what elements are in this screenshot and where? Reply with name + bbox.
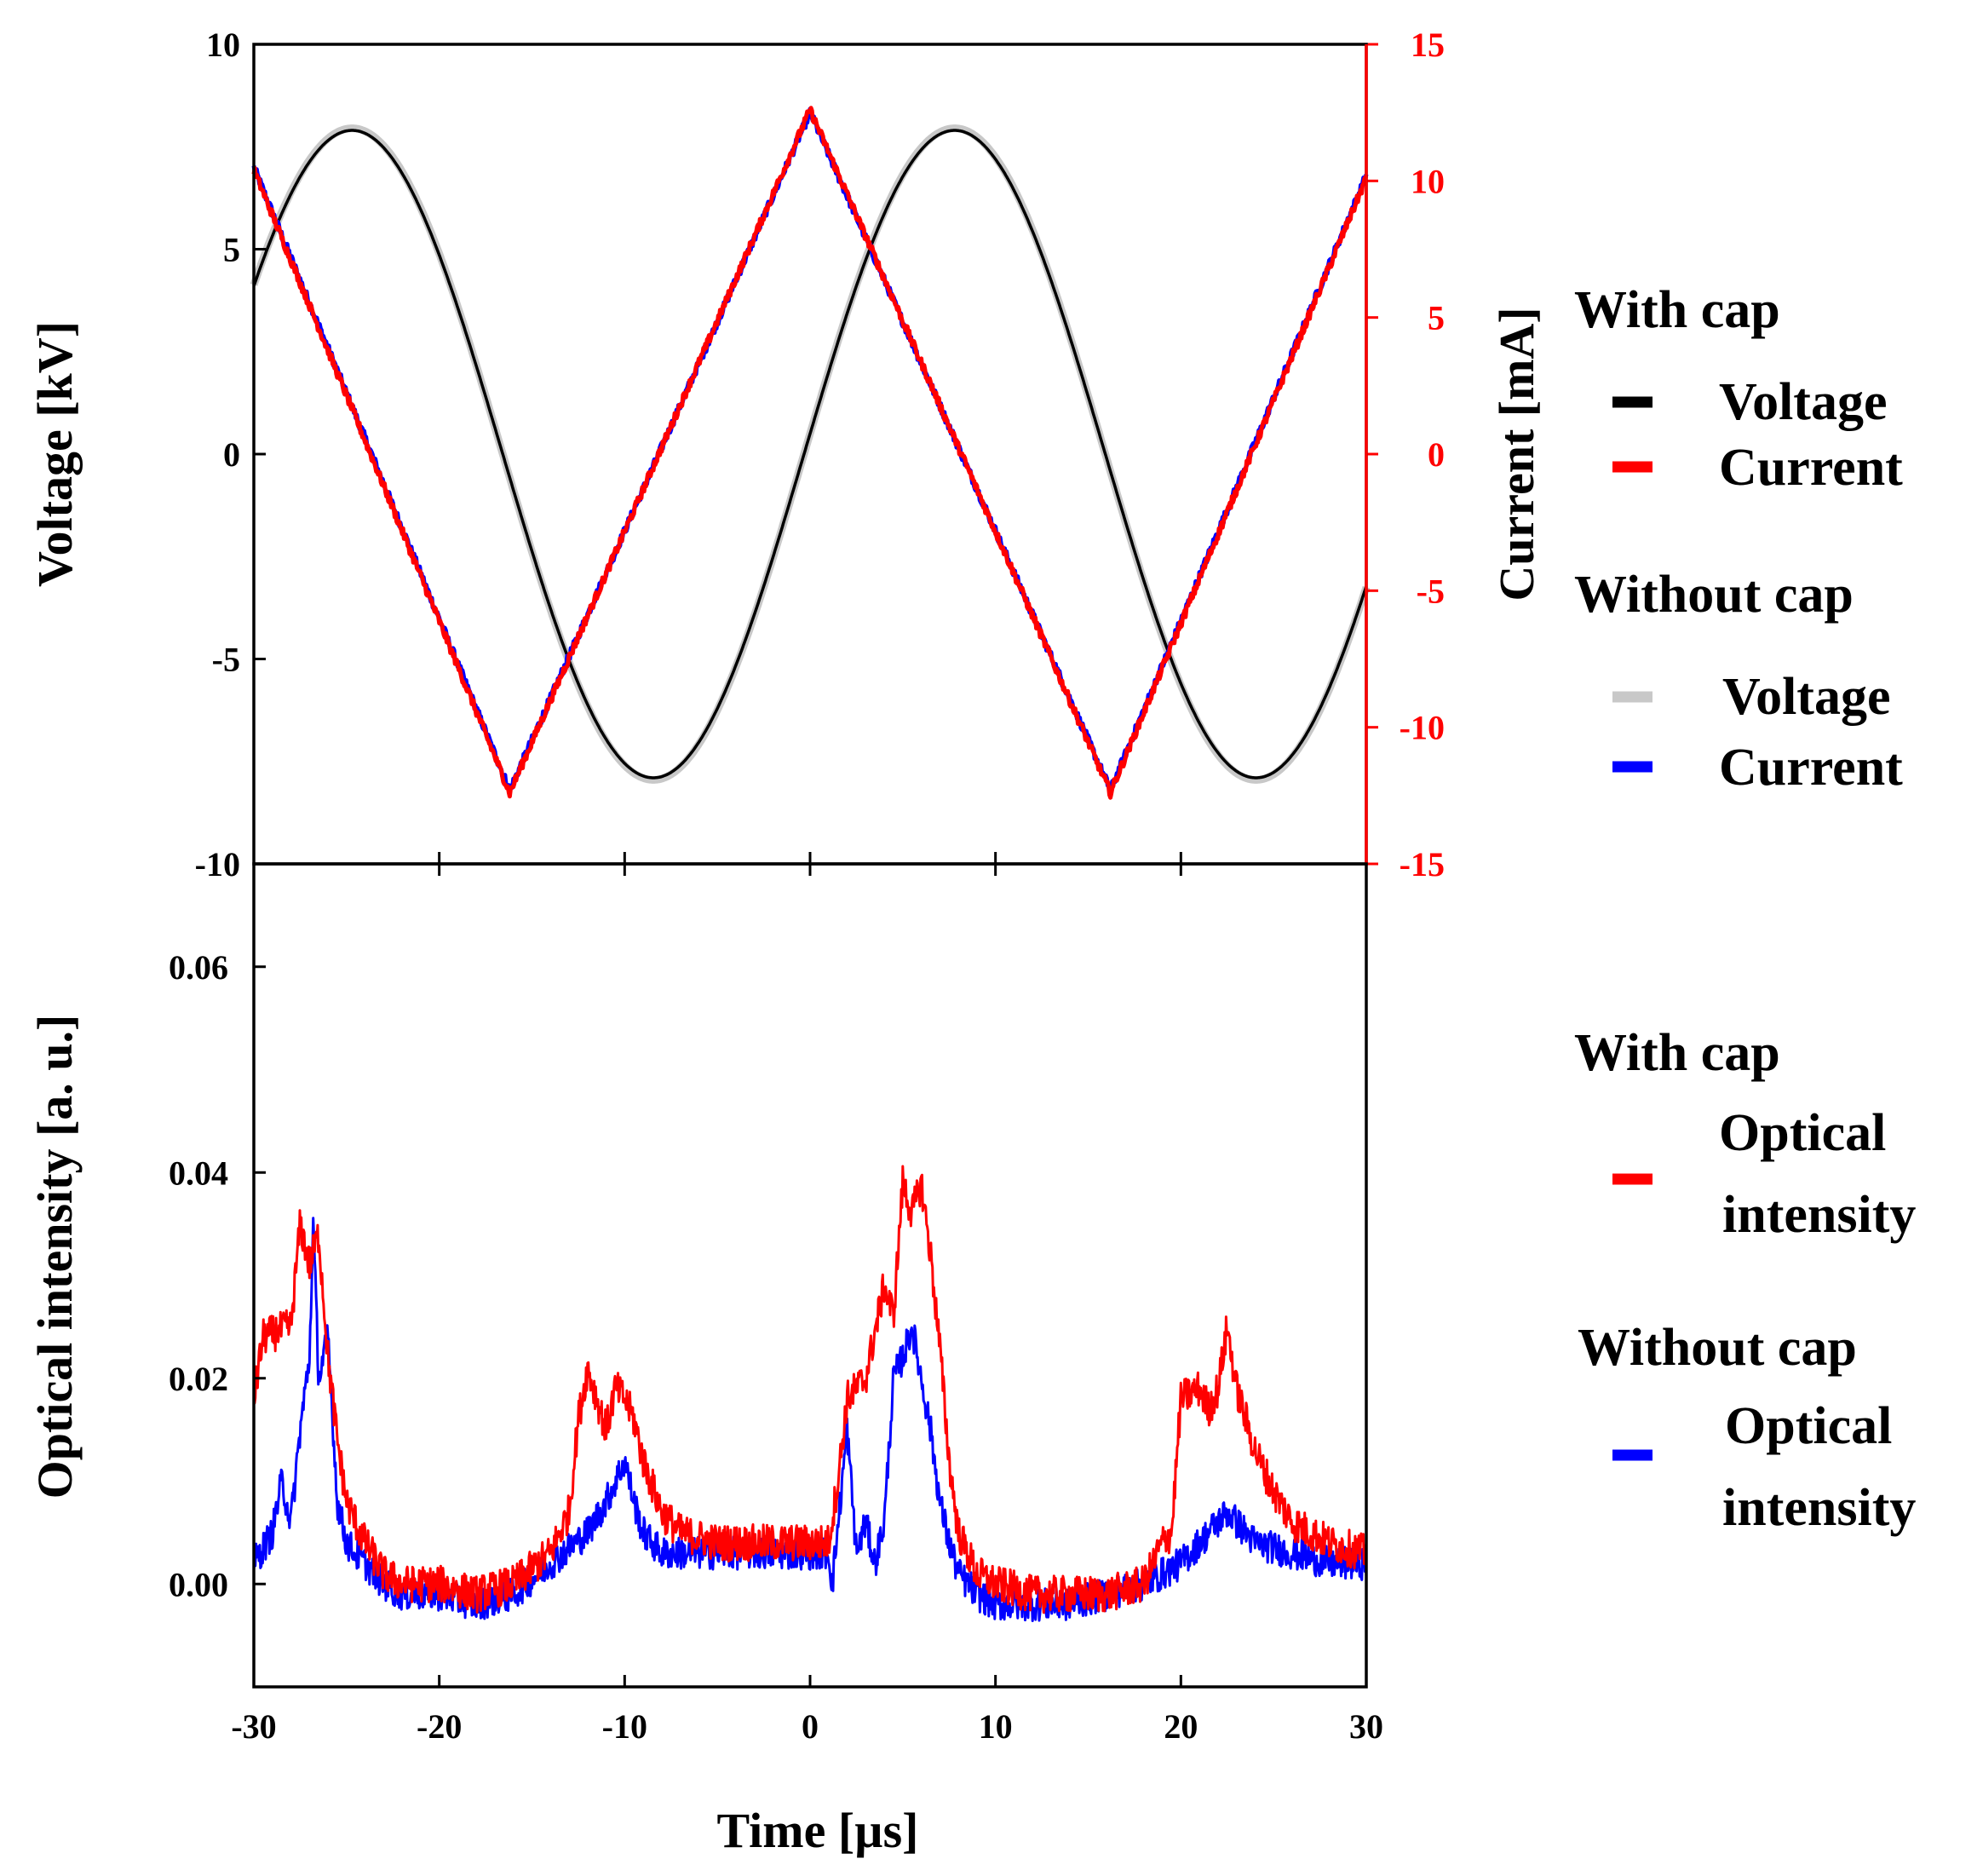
current-tick-label: -15 xyxy=(1400,845,1445,883)
legend-label-optical-with-cap-line2: intensity xyxy=(1722,1186,1916,1244)
time-tick-label: 30 xyxy=(1349,1707,1383,1746)
time-tick-label: 0 xyxy=(802,1707,819,1746)
time-axis-title: Time [µs] xyxy=(717,1803,919,1858)
voltage-tick-label: 5 xyxy=(223,231,240,269)
intensity-tick-label: 0.02 xyxy=(169,1360,228,1398)
top-legend: With cap Voltage Current Without cap Vol… xyxy=(1574,281,1903,797)
current-tick-label: 15 xyxy=(1411,26,1445,64)
time-tick-label: -20 xyxy=(417,1707,462,1746)
legend-group-without-cap-bottom: Without cap xyxy=(1578,1319,1857,1377)
legend-label-current-with-cap: Current xyxy=(1719,439,1903,497)
current-tick-label: 10 xyxy=(1411,162,1445,200)
legend-label-voltage-without-cap: Voltage xyxy=(1722,668,1890,726)
legend-group-with-cap-bottom: With cap xyxy=(1574,1024,1780,1082)
legend-label-optical-without-cap-line2: intensity xyxy=(1722,1479,1916,1537)
legend-label-optical-with-cap-line1: Optical xyxy=(1719,1104,1886,1162)
time-tick-label: -30 xyxy=(231,1707,276,1746)
voltage-tick-label: 10 xyxy=(206,26,240,64)
optical-intensity-axis-title: Optical intensity [a. u.] xyxy=(27,1015,83,1499)
current-tick-label: 0 xyxy=(1428,435,1445,474)
bottom-legend: With cap Optical intensity Without cap O… xyxy=(1574,1024,1916,1537)
intensity-tick-label: 0.04 xyxy=(169,1154,228,1192)
bottom-panel: 0.00 0.02 0.04 0.06 -30 -20 -10 0 10 20 30 xyxy=(169,948,1383,1746)
current-tick-label: -10 xyxy=(1400,709,1445,747)
bottom-series-optical-intensity-with-cap xyxy=(252,1165,1368,1614)
bottom-ticks-group: 0.00 0.02 0.04 0.06 -30 -20 -10 0 10 20 30 xyxy=(169,948,1383,1746)
top-series-current-with-cap xyxy=(251,106,1369,800)
voltage-axis-title: Voltage [kV] xyxy=(27,321,83,587)
top-ticks-group: -10 -5 0 5 10 -15 -10 -5 0 5 10 15 xyxy=(195,26,1445,883)
top-series-group xyxy=(250,106,1371,800)
current-tick-label: -5 xyxy=(1417,572,1445,610)
time-tick-label: -10 xyxy=(602,1707,647,1746)
legend-label-current-without-cap: Current xyxy=(1719,739,1903,797)
time-tick-label: 10 xyxy=(979,1707,1013,1746)
bottom-plot-frame xyxy=(252,862,1368,1689)
legend-group-without-cap-top: Without cap xyxy=(1574,566,1854,624)
legend-group-with-cap-top: With cap xyxy=(1574,281,1780,339)
bottom-series-optical-intensity-without-cap xyxy=(252,1217,1368,1622)
intensity-tick-label: 0.06 xyxy=(169,948,228,987)
intensity-tick-label: 0.00 xyxy=(169,1565,228,1603)
voltage-tick-label: -10 xyxy=(195,845,240,883)
voltage-tick-label: 0 xyxy=(223,435,240,474)
legend-label-optical-without-cap-line1: Optical xyxy=(1725,1397,1892,1455)
current-tick-label: 5 xyxy=(1428,299,1445,337)
top-series-voltage-without-cap xyxy=(250,124,1371,784)
time-tick-label: 20 xyxy=(1164,1707,1198,1746)
top-plot-frame xyxy=(252,43,1368,866)
voltage-tick-label: -5 xyxy=(212,641,240,679)
legend-label-voltage-with-cap: Voltage xyxy=(1719,373,1887,431)
top-panel: -10 -5 0 5 10 -15 -10 -5 0 5 10 15 xyxy=(195,26,1445,883)
current-axis-title: Current [mA] xyxy=(1489,307,1544,601)
top-series-voltage-with-cap xyxy=(252,129,1368,780)
bottom-series-group xyxy=(252,1165,1368,1622)
